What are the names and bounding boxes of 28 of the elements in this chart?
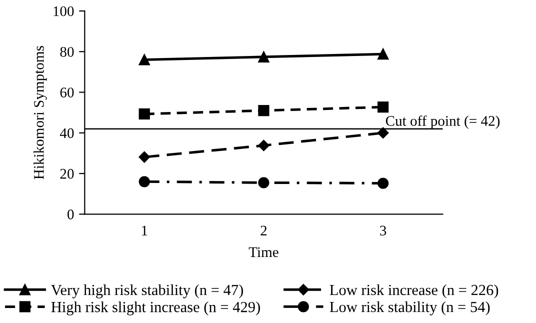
ref-line-label: Cut off point (= 42): [386, 115, 500, 129]
point: [378, 48, 389, 60]
point: [258, 140, 270, 152]
legend-label: Very high risk stability (n = 47): [51, 284, 243, 298]
x-tick-label: 1: [142, 226, 148, 236]
y-tick-label: 40: [60, 128, 74, 138]
y-tick-label: 60: [60, 88, 74, 98]
y-tick-label: 80: [60, 46, 74, 57]
point: [258, 104, 270, 116]
legend-label: High risk slight increase (n = 429): [51, 301, 260, 316]
point: [378, 102, 389, 113]
legend-label: Low risk stability (n = 54): [330, 301, 490, 316]
x-tick-label: 3: [380, 226, 386, 236]
point: [377, 127, 389, 138]
point: [138, 176, 150, 188]
y-axis-title: Hikikomori Symptoms: [34, 46, 47, 180]
x-tick-label: 2: [260, 226, 267, 236]
x-axis-title: Time: [248, 247, 278, 258]
point: [138, 54, 150, 66]
point: [258, 51, 270, 62]
legend-label: Low risk increase (n = 226): [330, 284, 498, 298]
point: [378, 178, 389, 189]
point: [138, 151, 150, 163]
point: [138, 108, 150, 120]
point: [258, 177, 270, 188]
y-tick-label: 100: [54, 6, 74, 16]
y-tick-label: 20: [60, 168, 74, 179]
y-tick-label: 0: [68, 210, 74, 220]
